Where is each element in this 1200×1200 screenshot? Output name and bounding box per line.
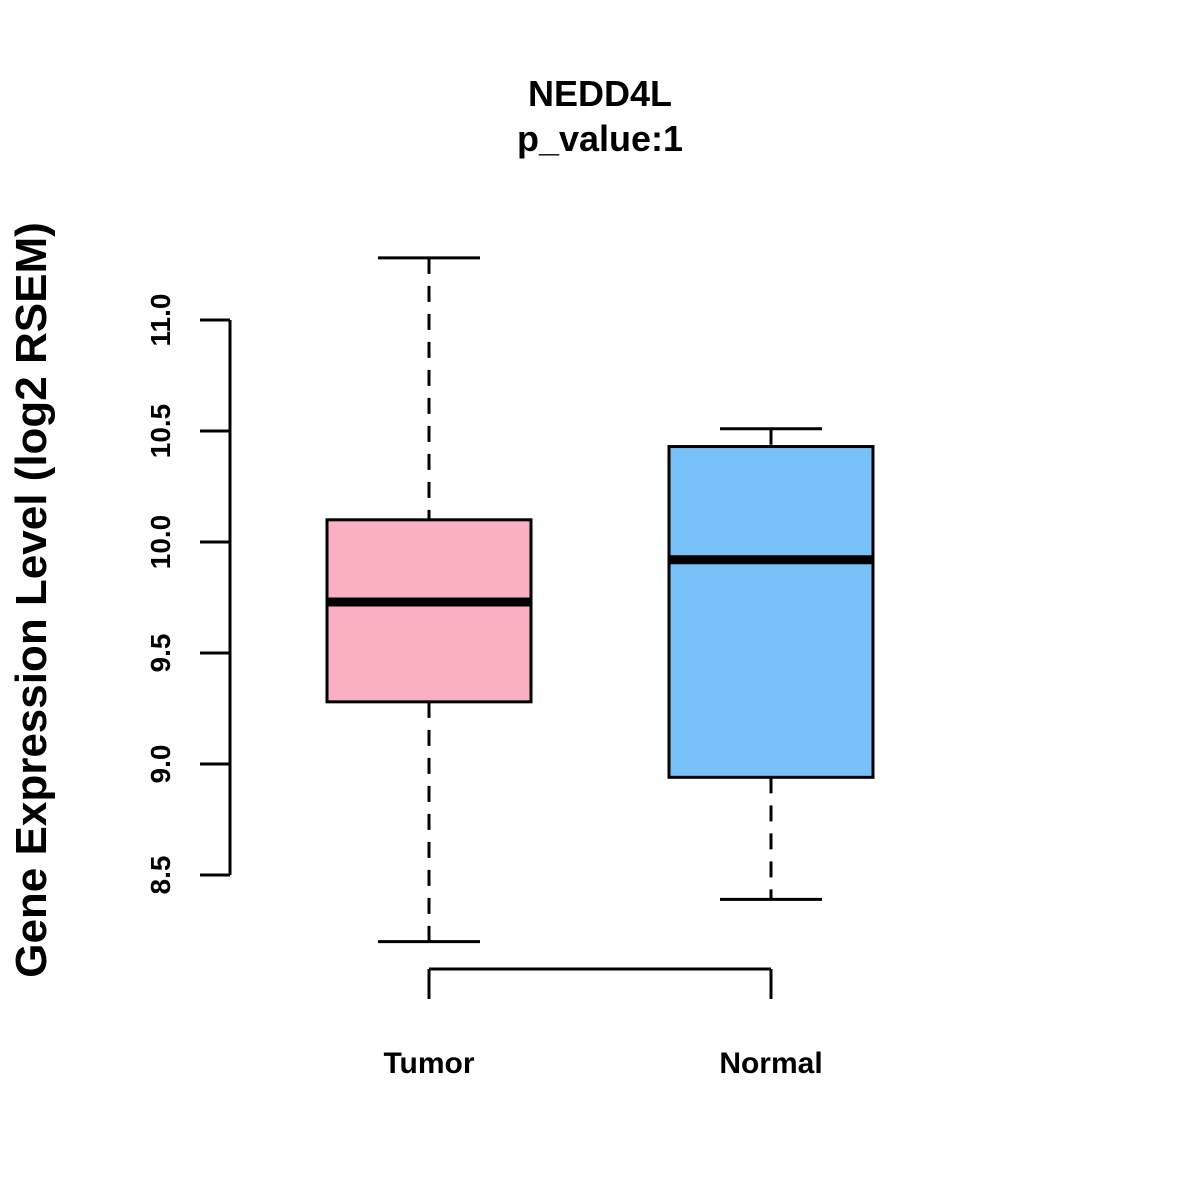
chart-title: NEDD4L (528, 73, 672, 114)
y-axis-label: Gene Expression Level (log2 RSEM) (7, 222, 56, 978)
y-tick-label-3: 10.0 (145, 515, 176, 570)
boxes-group (325, 256, 875, 944)
y-tick-label-2: 9.5 (145, 634, 176, 673)
y-tick-label-4: 10.5 (145, 404, 176, 459)
y-tick-label-5: 11.0 (145, 294, 176, 347)
x-tick-label-tumor: Tumor (383, 1047, 474, 1080)
box-tumor (325, 256, 533, 944)
y-tick-label-1: 9.0 (145, 745, 176, 784)
iqr-box-0 (325, 518, 533, 704)
iqr-box-1 (667, 445, 875, 779)
chart-subtitle: p_value:1 (517, 118, 683, 159)
x-axis: Tumor Normal (383, 967, 823, 1080)
y-tick-label-0: 8.5 (145, 856, 176, 895)
box-normal (667, 427, 875, 901)
y-axis: 8.5 9.0 9.5 10.0 10.5 11.0 (145, 294, 232, 895)
x-tick-label-normal: Normal (719, 1047, 822, 1080)
